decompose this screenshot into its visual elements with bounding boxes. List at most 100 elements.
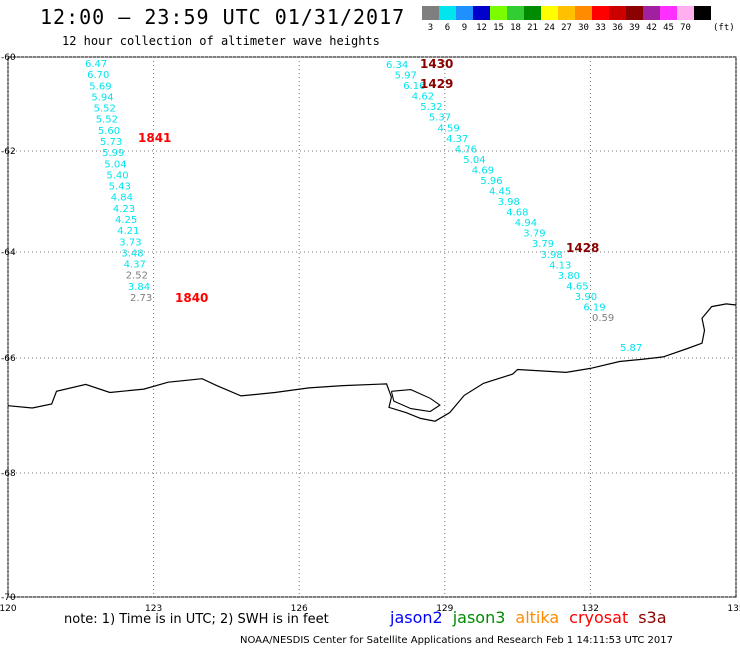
wave-height-label: 5.32 [420, 102, 442, 113]
wave-height-label: 3.98 [498, 197, 520, 208]
wave-height-label: 6.34 [386, 60, 408, 71]
legend-label: 3 [427, 23, 434, 33]
wave-height-label: 6.47 [85, 59, 107, 70]
legend-item: 24 [541, 6, 558, 33]
legend-swatch [507, 6, 524, 20]
legend-item: 33 [592, 6, 609, 33]
latitude-tick-label: -68 [1, 469, 16, 479]
wave-height-label: 3.79 [523, 229, 545, 240]
legend-unit: (ft) [713, 23, 735, 33]
legend-label: 45 [663, 23, 674, 33]
legend-item: 42 [643, 6, 660, 33]
wave-height-label: 3.80 [558, 271, 580, 282]
pass-time-label: 1840 [175, 291, 208, 305]
wave-height-label: 3.98 [541, 250, 563, 261]
legend-label: 6 [444, 23, 451, 33]
wave-height-label: 5.43 [109, 182, 131, 193]
pass-time-label: 1841 [138, 131, 171, 145]
pass-time-label: 1429 [420, 77, 453, 91]
footer-note: note: 1) Time is in UTC; 2) SWH is in fe… [64, 612, 329, 627]
legend-swatch [575, 6, 592, 20]
longitude-tick-label: 123 [145, 604, 162, 614]
longitude-tick-label: 132 [582, 604, 599, 614]
wave-height-label: 4.65 [566, 281, 588, 292]
legend-label: 33 [595, 23, 606, 33]
pass-time-label: 1428 [566, 241, 599, 255]
wave-height-label: 3.79 [532, 239, 554, 250]
legend-swatch [626, 6, 643, 20]
wave-height-label: 5.94 [91, 92, 113, 103]
legend-item: 3 [422, 6, 439, 33]
legend-swatch [473, 6, 490, 20]
satellite-jason3: jason3 [452, 608, 506, 627]
wave-height-label: 4.25 [115, 215, 137, 226]
wave-height-label: 4.94 [515, 218, 537, 229]
legend-item: 27 [558, 6, 575, 33]
credit-line: NOAA/NESDIS Center for Satellite Applica… [240, 635, 673, 646]
legend-item: 21 [524, 6, 541, 33]
legend-label: 27 [561, 23, 572, 33]
legend-label: 15 [493, 23, 504, 33]
wave-height-label: 5.37 [429, 113, 451, 124]
wave-height-label: 5.04 [104, 159, 126, 170]
wave-height-label: 4.84 [111, 193, 133, 204]
legend-item: 6 [439, 6, 456, 33]
wave-height-label: 3.73 [119, 237, 141, 248]
longitude-tick-label: 126 [291, 604, 308, 614]
color-legend: 3 6 9 12 15 18 21 24 27 30 33 36 39 42 45 70 (ft) [422, 6, 735, 33]
wave-height-label: 4.37 [124, 260, 146, 271]
legend-label: 21 [527, 23, 538, 33]
wave-height-label: 3.90 [575, 292, 597, 303]
legend-label: 70 [680, 23, 691, 33]
satellite-legend: jason2 jason3 altika cryosat s3a [390, 608, 677, 627]
longitude-tick-label: 120 [0, 604, 17, 614]
legend-label: 30 [578, 23, 589, 33]
legend-item: 18 [507, 6, 524, 33]
longitude-tick-label: 135 [727, 604, 740, 614]
latitude-tick-label: -70 [1, 593, 16, 603]
latitude-tick-label: -64 [1, 248, 16, 258]
wave-height-label: 2.52 [126, 271, 148, 282]
satellite-jason2: jason2 [390, 608, 443, 627]
satellite-s3a: s3a [638, 608, 667, 627]
legend-swatch [422, 6, 439, 20]
legend-label: 12 [476, 23, 487, 33]
antarctic-coastline [7, 303, 737, 422]
wave-height-label: 5.52 [94, 104, 116, 115]
legend-label: 9 [461, 23, 468, 33]
legend-swatch [490, 6, 507, 20]
wave-height-label: 5.87 [620, 343, 642, 354]
legend-swatch [643, 6, 660, 20]
wave-height-label: 5.96 [480, 176, 502, 187]
wave-height-label: 4.68 [506, 208, 528, 219]
wave-height-label: 3.48 [121, 248, 143, 259]
legend-swatch [592, 6, 609, 20]
wave-height-label: 5.69 [89, 81, 111, 92]
wave-height-label: 4.59 [438, 123, 460, 134]
legend-swatch [694, 6, 711, 20]
legend-item: 12 [473, 6, 490, 33]
legend-swatch [439, 6, 456, 20]
satellite-altika: altika [515, 608, 560, 627]
wave-height-label: 5.40 [106, 170, 128, 181]
wave-height-label: 5.73 [100, 137, 122, 148]
wave-height-label: 4.45 [489, 187, 511, 198]
legend-swatch [609, 6, 626, 20]
wave-height-label: 5.60 [98, 126, 120, 137]
latitude-tick-label: -60 [1, 53, 16, 63]
legend-item: 36 [609, 6, 626, 33]
wave-height-label: 4.69 [472, 165, 494, 176]
latitude-tick-label: -66 [1, 354, 16, 364]
wave-height-label: 4.23 [113, 204, 135, 215]
wave-height-label: 5.99 [102, 148, 124, 159]
legend-label: 42 [646, 23, 657, 33]
page-title: 12:00 – 23:59 UTC 01/31/2017 [40, 5, 406, 29]
legend-swatch [524, 6, 541, 20]
wave-height-label: 5.52 [96, 115, 118, 126]
legend-swatch [677, 6, 694, 20]
wave-height-label: 4.76 [455, 144, 477, 155]
wave-height-label: 5.97 [395, 71, 417, 82]
legend-label: 36 [612, 23, 623, 33]
wave-height-label: 6.19 [583, 303, 605, 314]
